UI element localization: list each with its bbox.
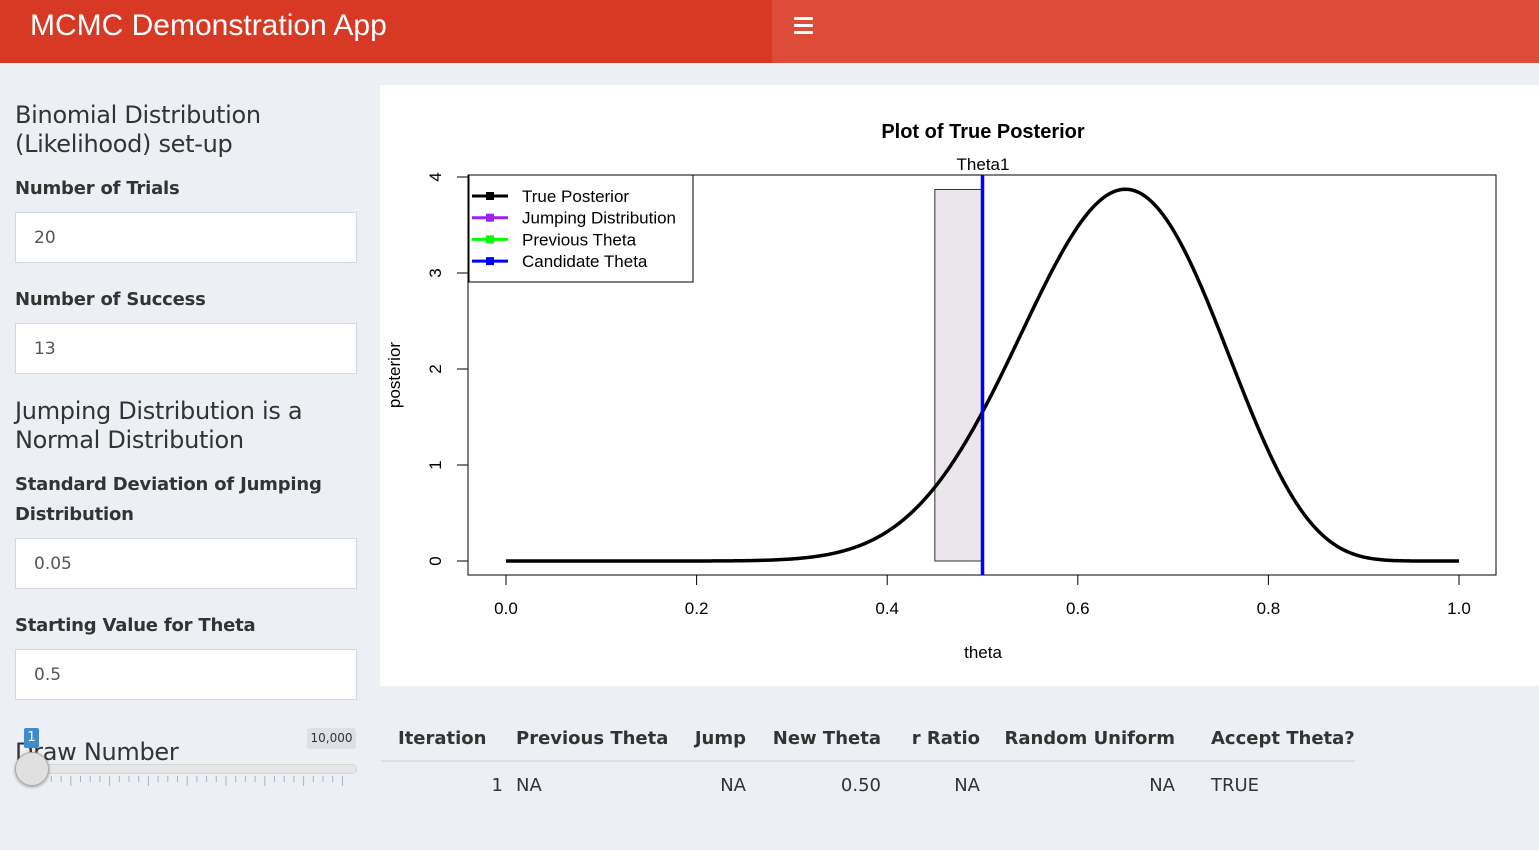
plot-title: Plot of True Posterior [881,121,1085,143]
app-header [0,0,772,63]
slider-max-label: 10,000 [307,728,356,749]
binomial-heading: Binomial Distribution (Likelihood) set-u… [15,101,261,158]
draw-slider-handle[interactable] [15,752,49,786]
hamburger-menu-icon[interactable] [794,17,814,35]
app-title[interactable]: MCMC Demonstration App [30,9,387,42]
posterior-plot: 0.0 0.2 0.4 0.6 0.8 1.0 0 1 2 3 4 Plot of True Pos… [385,121,1497,662]
sd-label: Standard Deviation of Jumping Distributi… [15,474,322,525]
col-iteration: Iteration [381,716,503,762]
x-tick-label: 0.6 [1066,599,1090,618]
slider-ticks [31,776,343,786]
table-row: 1 NA NA 0.50 NA NA TRUE [381,761,1355,809]
y-tick-label: 0 [426,556,445,565]
x-tick-label: 0.0 [494,599,518,618]
sidebar [0,63,380,850]
start-label: Starting Value for Theta [15,615,256,636]
table-header-row: Iteration Previous Theta Jump New Theta … [381,716,1355,762]
slider-min-label: 1 [24,728,39,748]
col-accept-theta: Accept Theta? [1175,716,1355,762]
app-header-nav [772,0,1539,63]
cell-previous-theta: NA [516,775,542,796]
x-tick-label: 1.0 [1447,599,1471,618]
col-jump: Jump [675,716,746,762]
cell-random-uniform: NA [1149,775,1175,796]
legend-box [468,174,694,283]
x-tick-label: 0.4 [875,599,899,618]
success-label: Number of Success [15,289,206,310]
y-tick-label: 1 [426,460,445,469]
trials-label: Number of Trials [15,178,180,199]
y-tick-label: 3 [426,268,445,277]
histogram-bar [934,188,983,562]
col-previous-theta: Previous Theta [503,716,675,762]
trials-input[interactable] [15,212,357,263]
plot-top-label: Theta1 [957,155,1010,174]
cell-new-theta: 0.50 [840,775,881,796]
col-new-theta: New Theta [746,716,881,762]
y-tick-label: 4 [426,172,445,181]
posterior-plot-panel: 0.0 0.2 0.4 0.6 0.8 1.0 0 1 2 3 4 Plot of True Pos… [380,85,1539,686]
cell-accept-theta: TRUE [1211,775,1260,796]
legend-label: Candidate Theta [522,252,648,271]
legend-marker [486,192,494,200]
draw-slider-track[interactable] [17,764,357,774]
success-input[interactable] [15,323,357,374]
results-table: Iteration Previous Theta Jump New Theta … [381,716,1355,809]
cell-jump: NA [720,775,746,796]
x-axis-label: theta [964,643,1002,662]
cell-iteration: 1 [491,775,503,796]
start-input[interactable] [15,649,357,700]
x-tick-label: 0.2 [685,599,709,618]
x-tick-label: 0.8 [1257,599,1281,618]
jumping-heading: Jumping Distribution is a Normal Distrib… [15,397,303,454]
legend-label: True Posterior [522,187,629,206]
cell-r-ratio: NA [954,775,980,796]
y-axis-label: posterior [385,342,404,408]
legend-marker [486,257,494,266]
legend-marker [486,235,494,244]
sd-input[interactable] [15,538,357,589]
col-random-uniform: Random Uniform [980,716,1175,762]
legend-label: Previous Theta [522,230,637,249]
legend-marker [486,213,494,222]
legend-label: Jumping Distribution [522,209,676,228]
col-r-ratio: r Ratio [881,716,980,762]
y-tick-label: 2 [426,364,445,373]
